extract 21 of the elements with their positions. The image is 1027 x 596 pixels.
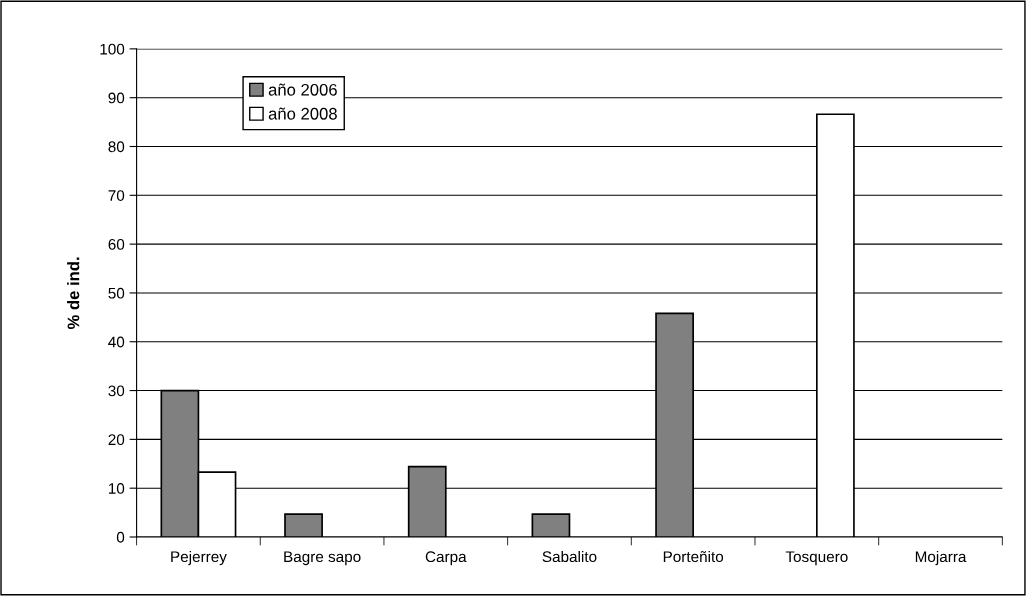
x-tick-label: Mojarra <box>915 550 967 566</box>
x-tick-label: Porteñito <box>663 550 724 563</box>
y-tick-label: 40 <box>108 336 125 348</box>
y-tick-label: 0 <box>116 531 125 543</box>
y-tick-label: 90 <box>108 92 125 104</box>
y-tick-label: 70 <box>108 190 125 201</box>
y-axis-title: % de ind. <box>67 257 80 330</box>
legend-label: año 2008 <box>268 107 337 120</box>
x-tick-label: Tosquero <box>785 551 848 566</box>
x-tick-label: Sabalito <box>542 550 597 563</box>
legend-label: año 2006 <box>268 83 337 96</box>
y-tick-label: 30 <box>108 385 125 397</box>
x-tick-label: Bagre sapo <box>284 551 361 566</box>
y-tick-label: 100 <box>100 43 125 55</box>
x-tick-label: Carpa <box>425 551 467 566</box>
x-tick-label: Pejerrey <box>171 550 227 566</box>
y-tick-label: 10 <box>108 483 125 494</box>
y-tick-label: 20 <box>108 434 125 446</box>
y-tick-label: 80 <box>108 141 125 153</box>
y-tick-label: 50 <box>108 287 125 299</box>
y-tick-label: 60 <box>108 238 125 250</box>
